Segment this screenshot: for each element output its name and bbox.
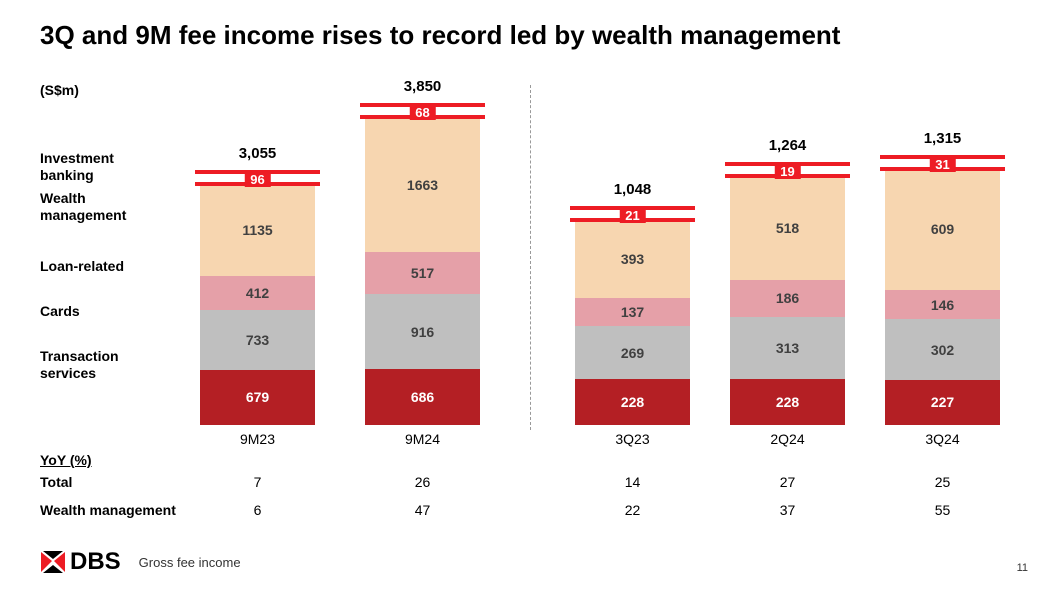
segment-transaction: 227 [885, 380, 1000, 425]
chart-area: 679733412113596 3,055 9M23 686916517166368 3… [165, 85, 1015, 445]
yoy-table: YoY (%) Total 7 26 14 27 25 Wealth management 6… [40, 452, 1020, 524]
segment-transaction: 228 [730, 379, 845, 425]
brand-logo: DBS [40, 548, 121, 576]
segment-transaction: 679 [200, 370, 315, 425]
segment-investment-banking-value: 68 [409, 105, 435, 120]
yoy-value: 25 [885, 474, 1000, 490]
yoy-row: Total 7 26 14 27 25 [40, 474, 1020, 496]
segment-loan: 146 [885, 290, 1000, 319]
x-axis-label: 2Q24 [730, 431, 845, 447]
brand-name: DBS [70, 548, 121, 576]
yoy-value: 14 [575, 474, 690, 490]
bar-total: 3,055 [200, 145, 315, 162]
yoy-value: 22 [575, 502, 690, 518]
segment-wealth: 609 [885, 169, 1000, 291]
yoy-value: 6 [200, 502, 315, 518]
dbs-logo-icon [40, 551, 66, 573]
unit-label: (S$m) [40, 82, 79, 98]
category-label-wealth: Wealthmanagement [40, 190, 126, 224]
yoy-row: Wealth management 6 47 22 37 55 [40, 502, 1020, 524]
yoy-value: 47 [365, 502, 480, 518]
footnote: Gross fee income [139, 555, 241, 570]
category-label-cards: Cards [40, 303, 80, 320]
yoy-value: 26 [365, 474, 480, 490]
x-axis-label: 9M23 [200, 431, 315, 447]
segment-investment-banking-value: 96 [244, 172, 270, 187]
segment-cards: 916 [365, 294, 480, 369]
segment-transaction: 686 [365, 369, 480, 425]
yoy-value: 7 [200, 474, 315, 490]
bar-total: 3,850 [365, 78, 480, 95]
x-axis-label: 3Q24 [885, 431, 1000, 447]
segment-wealth: 393 [575, 220, 690, 298]
yoy-value: 55 [885, 502, 1000, 518]
segment-wealth: 518 [730, 176, 845, 279]
bar-total: 1,048 [575, 181, 690, 198]
yoy-title: YoY (%) [40, 452, 1020, 468]
segment-wealth: 1663 [365, 117, 480, 253]
segment-cards: 269 [575, 326, 690, 380]
segment-investment-banking-value: 31 [929, 157, 955, 172]
x-axis-label: 3Q23 [575, 431, 690, 447]
yoy-value: 37 [730, 502, 845, 518]
segment-loan: 412 [200, 276, 315, 310]
segment-cards: 302 [885, 319, 1000, 379]
x-axis-label: 9M24 [365, 431, 480, 447]
bar-total: 1,315 [885, 130, 1000, 147]
yoy-row-label: Wealth management [40, 502, 176, 518]
footer: DBS Gross fee income [40, 548, 241, 576]
segment-loan: 517 [365, 252, 480, 294]
segment-transaction: 228 [575, 379, 690, 425]
bar-total: 1,264 [730, 137, 845, 154]
yoy-row-label: Total [40, 474, 72, 490]
segment-cards: 313 [730, 317, 845, 379]
page-number: 11 [1017, 562, 1028, 574]
segment-loan: 137 [575, 298, 690, 325]
page-title: 3Q and 9M fee income rises to record led… [40, 20, 840, 51]
category-label-transaction: Transactionservices [40, 348, 119, 382]
segment-cards: 733 [200, 310, 315, 370]
category-label-investment_banking: Investmentbanking [40, 150, 114, 184]
segment-loan: 186 [730, 280, 845, 317]
segment-investment-banking-value: 21 [619, 208, 645, 223]
category-label-loan: Loan-related [40, 258, 124, 275]
group-divider [530, 85, 531, 430]
yoy-value: 27 [730, 474, 845, 490]
segment-investment-banking-value: 19 [774, 164, 800, 179]
segment-wealth: 1135 [200, 184, 315, 277]
